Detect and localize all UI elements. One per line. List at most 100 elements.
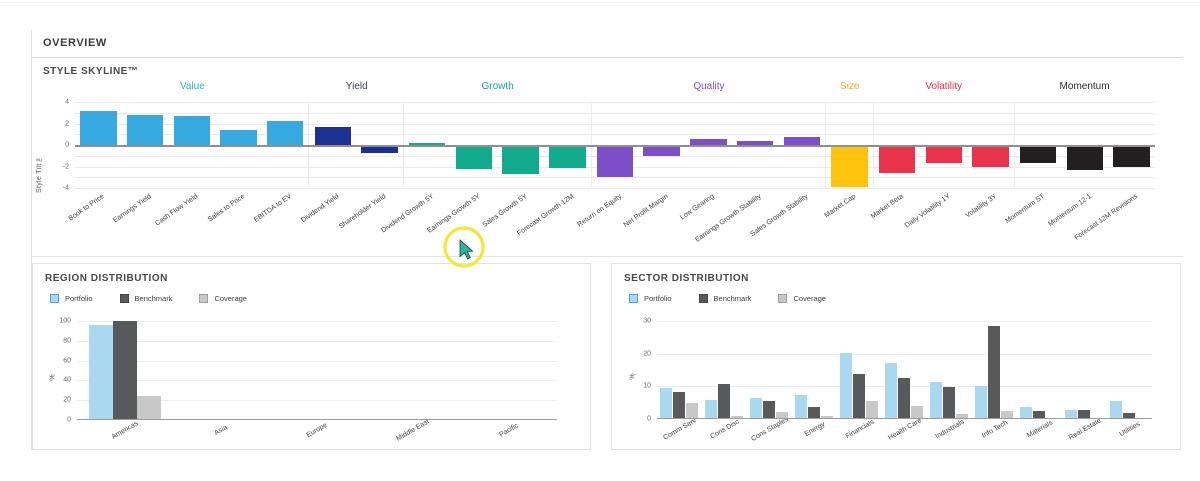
sector-distribution-chart: 0 10 20 30 Comm Serv Cons Disc Cons Staples Ene… (643, 318, 1152, 445)
coverage-bar[interactable] (776, 412, 788, 419)
cursor-arrow-icon (459, 239, 474, 260)
portfolio-bar[interactable] (795, 395, 807, 419)
skyline-bar[interactable] (266, 121, 304, 145)
skyline-bar[interactable] (361, 145, 398, 154)
gridline (77, 321, 557, 322)
legend-item-portfolio[interactable]: Portfolio (629, 294, 672, 303)
style-skyline-panel: STYLE SKYLINE™ Style Tilt ™ Value Yield Gr… (32, 58, 1183, 257)
x-axis-label: Middle East (395, 418, 431, 443)
cursor-highlight-circle (443, 226, 485, 268)
skyline-bar[interactable] (126, 114, 164, 145)
benchmark-bar[interactable] (808, 407, 820, 419)
skyline-xlabel-cell: Market Cap (824, 188, 873, 232)
x-axis-label: Cons Disc (708, 418, 741, 441)
benchmark-bar[interactable] (763, 401, 775, 419)
x-axis-label-cell: Real Estate (1062, 417, 1107, 445)
x-axis-label: Info Tech (980, 419, 1009, 440)
skyline-bar-slot (778, 102, 825, 188)
skyline-bar[interactable] (925, 145, 963, 164)
skyline-xaxis-section: Return on Equity Net Profit Margin Low Gea… (576, 188, 825, 244)
skyline-bar[interactable] (80, 110, 117, 145)
skyline-x-label: Volatility 3Y (964, 193, 999, 220)
skyline-bar[interactable] (455, 145, 493, 169)
y-axis-tick: 20 (63, 396, 71, 404)
benchmark-bar[interactable] (1078, 410, 1090, 419)
bar-group (269, 321, 365, 420)
x-axis-label: Industrials (933, 418, 966, 441)
coverage-bar[interactable] (137, 395, 161, 420)
skyline-bar[interactable] (596, 145, 634, 178)
gridline (75, 123, 1155, 125)
benchmark-bar[interactable] (718, 383, 730, 419)
portfolio-bar[interactable] (1020, 407, 1032, 419)
legend-item-coverage[interactable]: Coverage (199, 294, 247, 303)
bar-group (173, 321, 269, 420)
skyline-bar[interactable] (314, 127, 352, 145)
portfolio-bar[interactable] (705, 400, 717, 419)
gridline (77, 340, 557, 342)
legend-item-portfolio[interactable]: Portfolio (50, 294, 93, 303)
portfolio-bar[interactable] (930, 381, 942, 419)
benchmark-bar[interactable] (673, 391, 685, 419)
benchmark-bar[interactable] (898, 377, 910, 419)
legend-item-benchmark[interactable]: Benchmark (698, 294, 751, 303)
skyline-bar[interactable] (220, 129, 257, 145)
x-axis-label: Asia (213, 424, 229, 437)
coverage-bar[interactable] (1001, 411, 1013, 419)
skyline-category-label: Size (840, 81, 860, 92)
skyline-bar[interactable] (173, 115, 210, 145)
portfolio-bar[interactable] (89, 324, 113, 420)
skyline-bar[interactable] (736, 140, 774, 145)
skyline-bar-slot (1108, 102, 1155, 188)
dashboard: OVERVIEW STYLE SKYLINE™ Style Tilt ™ Val… (31, 30, 1183, 450)
skyline-bar[interactable] (549, 145, 586, 168)
skyline-bar[interactable] (878, 145, 916, 173)
y-axis-tick: 80 (63, 337, 71, 345)
coverage-bar[interactable] (686, 403, 698, 419)
benchmark-bar[interactable] (853, 374, 865, 419)
legend-label: Portfolio (644, 294, 672, 303)
skyline-xlabel-cell: Low Gearing (680, 188, 732, 232)
skyline-bar[interactable] (972, 145, 1009, 167)
coverage-bar[interactable] (866, 401, 878, 419)
y-axis-tick: 0 (67, 416, 71, 424)
region-y-axis-label: % (49, 373, 57, 381)
benchmark-bar[interactable] (988, 325, 1000, 419)
legend-item-benchmark[interactable]: Benchmark (119, 294, 172, 303)
region-distribution-chart: 0 20 40 60 80 100 Americas Asia Europe Middle Eas… (59, 318, 557, 446)
skyline-bar[interactable] (1113, 145, 1150, 167)
legend-label: Coverage (793, 294, 826, 303)
benchmark-bar[interactable] (113, 321, 137, 420)
benchmark-bar[interactable] (943, 387, 955, 419)
skyline-bar[interactable] (409, 142, 446, 145)
coverage-bar[interactable] (911, 405, 923, 419)
x-axis-row: Americas Asia Europe Middle East Pacific (77, 418, 557, 446)
y-axis-tick: 60 (63, 357, 71, 365)
portfolio-bar[interactable] (885, 363, 897, 419)
skyline-bar[interactable] (690, 138, 727, 145)
skyline-bar[interactable] (831, 145, 868, 187)
legend-item-coverage[interactable]: Coverage (778, 294, 826, 303)
benchmark-swatch (698, 294, 708, 303)
portfolio-bar[interactable] (975, 386, 987, 419)
skyline-bar[interactable] (783, 137, 821, 145)
portfolio-bar[interactable] (1110, 401, 1122, 419)
x-axis-label: Pacific (498, 422, 520, 439)
skyline-bar[interactable] (1066, 145, 1104, 170)
region-chart-wrap: % 0 20 40 60 80 100 Americas Asia Europe Middle E… (50, 318, 557, 446)
coverage-bar[interactable] (956, 414, 968, 419)
skyline-bar-slot (921, 102, 968, 188)
skyline-x-label: Book to Price (67, 193, 107, 223)
skyline-bar[interactable] (643, 145, 680, 156)
skyline-bar[interactable] (502, 145, 539, 175)
portfolio-bar[interactable] (660, 388, 672, 419)
skyline-bar-slot (592, 102, 639, 188)
x-axis-label-cell: Health Care (882, 417, 927, 445)
portfolio-bar[interactable] (840, 353, 852, 419)
bar-group (365, 321, 461, 420)
skyline-bar[interactable] (1020, 145, 1057, 164)
portfolio-bar[interactable] (750, 397, 762, 419)
benchmark-bar[interactable] (1033, 410, 1045, 419)
benchmark-bar[interactable] (1123, 412, 1135, 419)
portfolio-bar[interactable] (1065, 409, 1077, 419)
